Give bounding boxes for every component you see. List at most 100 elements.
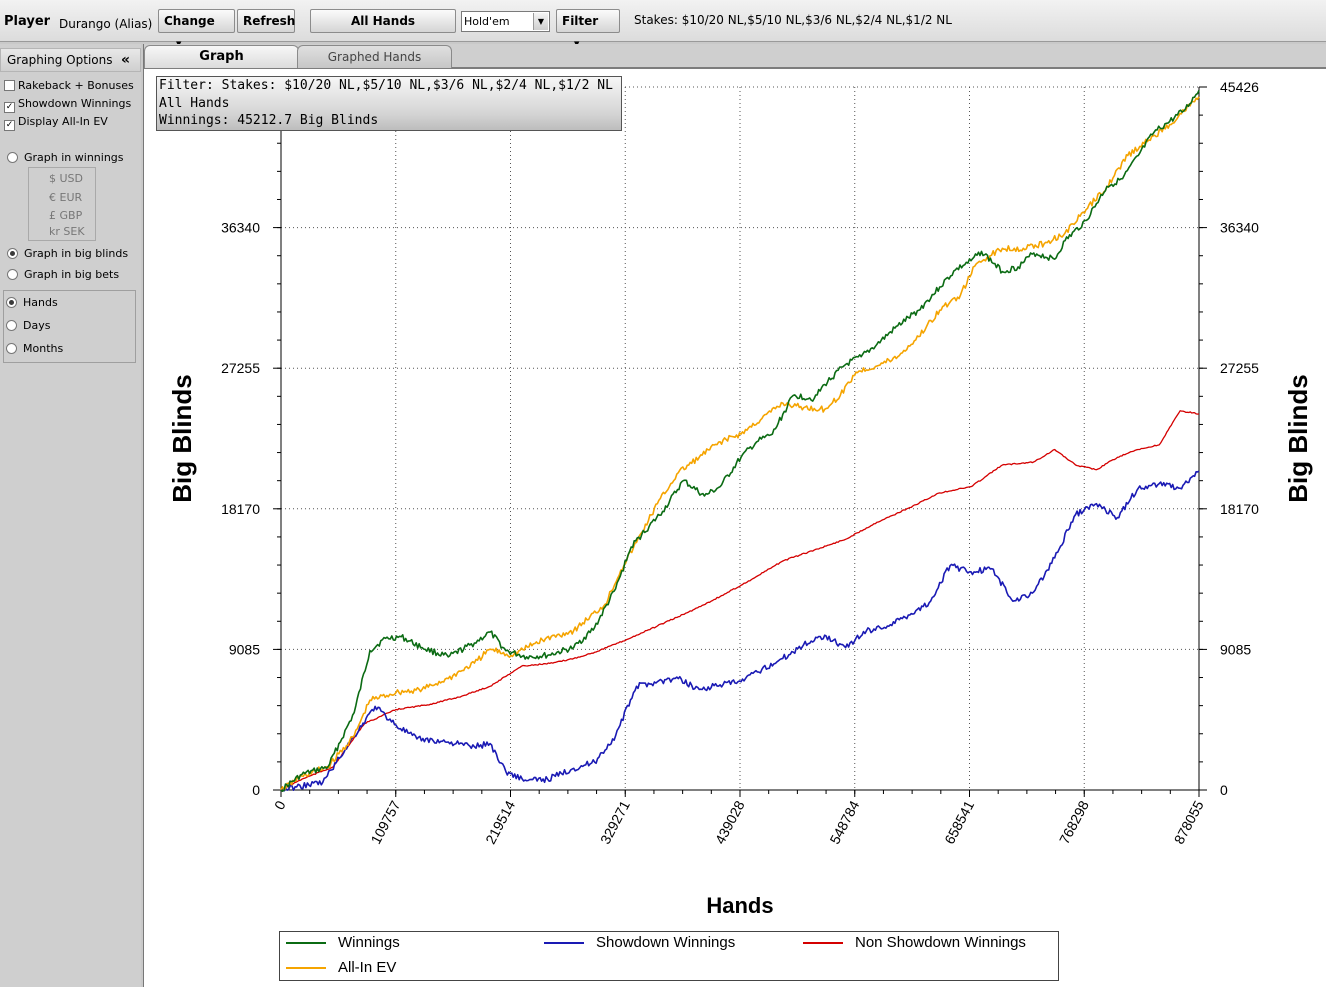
radio-icon[interactable] [6, 320, 17, 331]
legend-label: Showdown Winnings [596, 934, 736, 951]
timeframe-group: Hands Days Months [3, 290, 136, 363]
x-tick-label: 658541 [941, 798, 977, 847]
filter-summary-box: Filter: Stakes: $10/20 NL,$5/10 NL,$3/6 … [156, 76, 622, 131]
radio-icon[interactable] [6, 343, 17, 354]
legend-item-all-in-ev: All-In EV [286, 959, 396, 977]
y-tick-label-left: 27255 [221, 360, 260, 376]
radio-selected-icon[interactable] [7, 248, 18, 259]
player-label: Player [4, 14, 51, 29]
x-tick-label: 439028 [712, 798, 748, 847]
legend-swatch [803, 942, 843, 945]
legend-swatch [286, 967, 326, 970]
chevron-down-icon[interactable]: ▼ [533, 13, 548, 30]
x-tick-label: 0 [271, 798, 289, 813]
filter-button-label: Filter [562, 14, 599, 28]
currency-usd: $ USD [49, 172, 83, 185]
y-tick-label-right: 0 [1220, 782, 1228, 798]
hands-radio[interactable]: Hands [6, 296, 58, 309]
months-radio[interactable]: Months [6, 342, 63, 355]
y-axis-title-left: Big Blinds [167, 374, 197, 503]
game-type-select[interactable]: Hold'em ▼ [461, 11, 550, 32]
legend-label: All-In EV [338, 959, 397, 976]
filter-line: Filter: Stakes: $10/20 NL,$5/10 NL,$3/6 … [159, 78, 613, 93]
legend-item-winnings: Winnings [286, 934, 400, 952]
chevron-down-icon: ▼ [574, 33, 579, 55]
checkmark-icon[interactable]: ✓ [4, 120, 15, 131]
graph-in-big-blinds-radio[interactable]: Graph in big blinds [7, 247, 128, 260]
graph-in-big-bets-label: Graph in big bets [24, 268, 120, 281]
filter-button[interactable]: Filter▼ [556, 9, 620, 48]
days-radio[interactable]: Days [6, 319, 50, 332]
x-axis-title: Hands [706, 893, 773, 918]
graph-in-big-blinds-label: Graph in big blinds [24, 247, 129, 260]
rakeback-label: Rakeback + Bonuses [18, 79, 134, 92]
hands-label: Hands [23, 296, 58, 309]
rakeback-option[interactable]: Rakeback + Bonuses [4, 79, 134, 92]
tab-graph[interactable]: Graph [144, 45, 299, 68]
refresh-button[interactable]: Refresh [237, 9, 295, 33]
game-type-value: Hold'em [464, 15, 510, 28]
showdown-winnings-label: Showdown Winnings [18, 97, 132, 110]
legend-swatch [544, 942, 584, 945]
player-name: Durango (Alias) [59, 17, 153, 31]
currency-sek: kr SEK [49, 225, 85, 238]
graph-in-winnings-label: Graph in winnings [24, 151, 124, 164]
y-tick-label-left: 0 [252, 782, 260, 798]
currency-group: $ USD € EUR £ GBP kr SEK [28, 167, 96, 241]
chart-legend: Winnings Showdown Winnings Non Showdown … [279, 931, 1059, 981]
winnings-line: Winnings: 45212.7 Big Blinds [159, 113, 379, 128]
sidebar-header: Graphing Options « [0, 48, 141, 72]
series-line-showdown-winnings [280, 470, 1200, 792]
change-button[interactable]: Change▼ [158, 9, 235, 48]
radio-icon[interactable] [7, 152, 18, 163]
hands-line: All Hands [159, 95, 230, 111]
x-tick-label: 329271 [597, 798, 633, 847]
legend-label: Winnings [338, 934, 400, 951]
x-tick-label: 768298 [1056, 798, 1092, 847]
series-line-all-in-ev [280, 96, 1200, 791]
currency-gbp: £ GBP [49, 209, 83, 222]
x-tick-label: 548784 [826, 798, 862, 847]
top-toolbar: Player Durango (Alias) Change▼ Refresh A… [0, 0, 1326, 48]
winnings-graph: 0 109757 219514 329271 439028 548784 658541 768… [167, 79, 1313, 918]
y-tick-label-right: 27255 [1220, 360, 1259, 376]
y-tick-label-right: 18170 [1220, 501, 1259, 517]
collapse-icon[interactable]: « [120, 52, 130, 68]
tab-graphed-hands[interactable]: Graphed Hands [297, 45, 452, 68]
checkmark-icon[interactable]: ✓ [4, 102, 15, 113]
y-tick-label-right: 9085 [1220, 641, 1251, 657]
y-tick-label-right: 45426 [1220, 79, 1259, 95]
checkbox-icon[interactable] [4, 80, 15, 91]
all-in-ev-label: Display All-In EV [18, 115, 108, 128]
legend-swatch [286, 942, 326, 945]
showdown-winnings-option[interactable]: ✓ Showdown Winnings [4, 97, 131, 113]
graph-in-winnings-radio[interactable]: Graph in winnings [7, 151, 124, 164]
x-tick-label: 109757 [367, 798, 403, 847]
stakes-summary: Stakes: $10/20 NL,$5/10 NL,$3/6 NL,$2/4 … [634, 13, 952, 27]
days-label: Days [23, 319, 51, 332]
change-button-label: Change [164, 14, 215, 28]
legend-label: Non Showdown Winnings [855, 934, 1026, 951]
graph-in-big-bets-radio[interactable]: Graph in big bets [7, 268, 119, 281]
chevron-down-icon: ▼ [176, 33, 181, 55]
radio-selected-icon[interactable] [6, 297, 17, 308]
all-hands-button[interactable]: All Hands [310, 9, 456, 33]
x-tick-label: 219514 [482, 798, 518, 847]
series-line-non-showdown-winnings [280, 410, 1200, 791]
currency-eur: € EUR [49, 191, 83, 204]
sidebar-title: Graphing Options [7, 53, 113, 67]
y-axis-title-right: Big Blinds [1283, 374, 1313, 503]
all-in-ev-option[interactable]: ✓ Display All-In EV [4, 115, 108, 131]
graphing-options-sidebar: Graphing Options « Rakeback + Bonuses ✓ S… [0, 44, 141, 987]
main-panel: Graph Graphed Hands 0 109757 219514 329271 4… [143, 44, 1326, 987]
series-line-winnings [280, 89, 1200, 792]
y-tick-label-right: 36340 [1220, 220, 1259, 236]
y-tick-label-left: 18170 [221, 501, 260, 517]
radio-icon[interactable] [7, 269, 18, 280]
legend-item-non-showdown: Non Showdown Winnings [803, 934, 1026, 952]
y-tick-label-left: 36340 [221, 220, 260, 236]
x-tick-label: 878055 [1171, 798, 1207, 847]
legend-item-showdown: Showdown Winnings [544, 934, 735, 952]
months-label: Months [23, 342, 64, 355]
